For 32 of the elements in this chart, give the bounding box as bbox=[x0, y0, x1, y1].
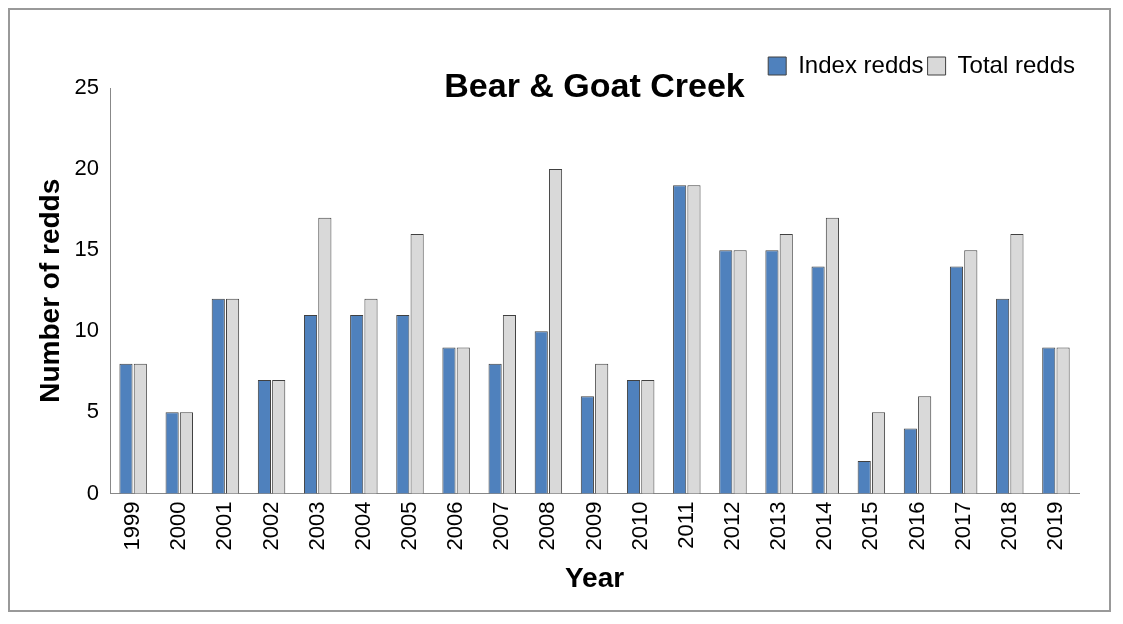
x-tick-label: 2005 bbox=[396, 501, 422, 551]
legend-label: Index redds bbox=[798, 50, 924, 78]
y-axis-title: Number of redds bbox=[33, 178, 65, 403]
x-tick-label: 2003 bbox=[303, 501, 329, 551]
x-tick-label: 2006 bbox=[442, 501, 468, 551]
x-tick-label: 2010 bbox=[626, 501, 652, 551]
x-tick-label: 2011 bbox=[672, 501, 698, 549]
x-tick-label: 1999 bbox=[119, 501, 145, 551]
x-axis-title: Year bbox=[564, 561, 625, 593]
x-tick-label: 2018 bbox=[995, 501, 1021, 551]
y-tick-label: 20 bbox=[74, 155, 100, 181]
x-tick-label: 2016 bbox=[903, 501, 929, 551]
y-tick-label: 5 bbox=[86, 398, 100, 424]
x-tick-label: 2001 bbox=[211, 501, 237, 551]
y-tick-label: 0 bbox=[86, 479, 100, 505]
x-tick-label: 2007 bbox=[488, 501, 514, 551]
x-tick-label: 2019 bbox=[1041, 501, 1067, 551]
y-tick-label: 10 bbox=[74, 317, 100, 343]
x-tick-label: 2013 bbox=[765, 501, 791, 551]
x-tick-label: 2012 bbox=[719, 501, 745, 551]
x-tick-label: 2004 bbox=[349, 501, 375, 551]
x-tick-label: 2017 bbox=[949, 501, 975, 551]
x-tick-label: 2009 bbox=[580, 501, 606, 551]
y-tick-label: 15 bbox=[74, 236, 100, 262]
legend-label: Total redds bbox=[957, 50, 1076, 78]
x-tick-label: 2000 bbox=[165, 501, 191, 551]
y-tick-label: 25 bbox=[74, 74, 100, 100]
x-tick-label: 2015 bbox=[857, 501, 883, 551]
chart-title: Bear & Goat Creek bbox=[444, 66, 745, 105]
x-tick-label: 2014 bbox=[811, 501, 837, 551]
x-tick-label: 2002 bbox=[257, 501, 283, 551]
x-tick-label: 2008 bbox=[534, 501, 560, 551]
